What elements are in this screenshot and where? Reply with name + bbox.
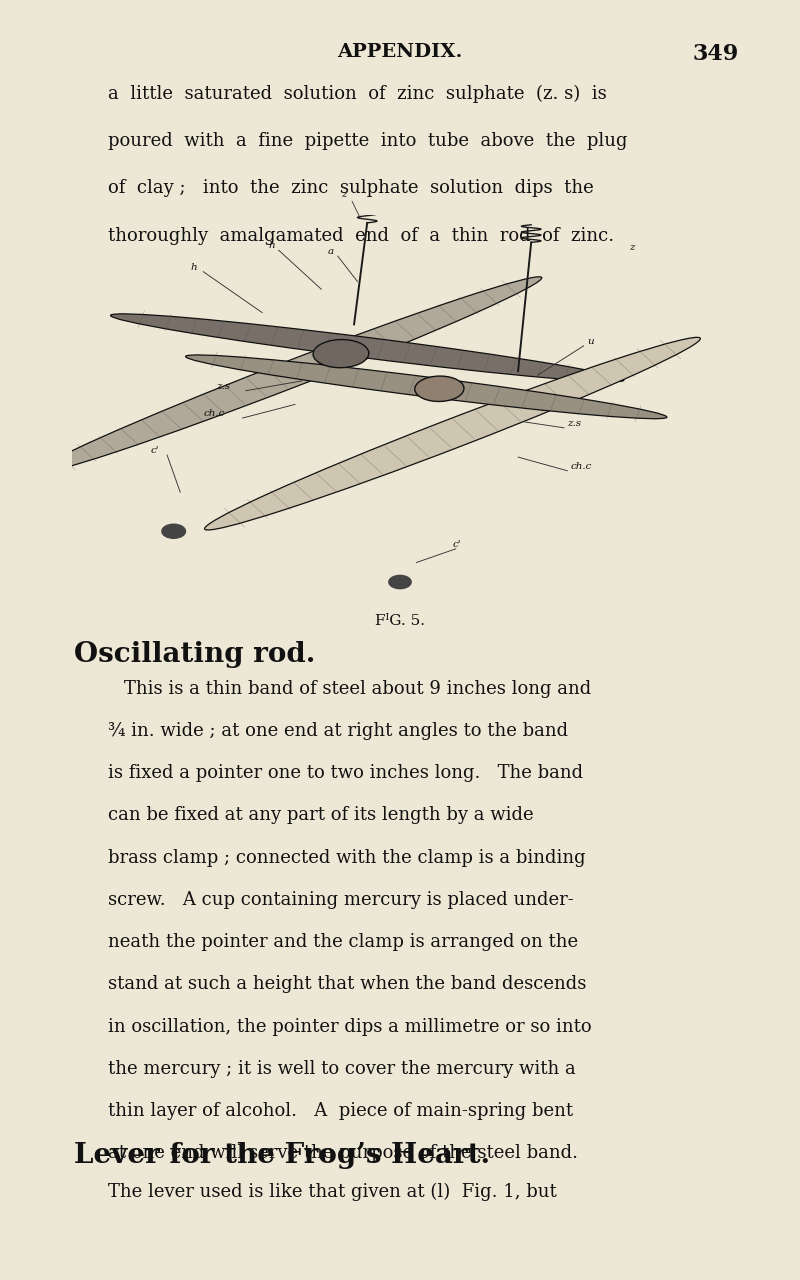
Text: a  little  saturated  solution  of  zinc  sulphate  (z. s)  is: a little saturated solution of zinc sulp… (108, 84, 606, 102)
Ellipse shape (205, 338, 700, 530)
Text: c': c' (453, 540, 461, 549)
Text: at one end will serve the purpose of the steel band.: at one end will serve the purpose of the… (108, 1144, 578, 1162)
Ellipse shape (110, 314, 624, 381)
Text: u: u (587, 337, 594, 346)
Text: the mercury ; it is well to cover the mercury with a: the mercury ; it is well to cover the me… (108, 1060, 576, 1078)
Text: thoroughly  amalgamated  end  of  a  thin  rod  of  zinc.: thoroughly amalgamated end of a thin rod… (108, 227, 614, 244)
Text: z: z (630, 243, 635, 252)
Text: poured  with  a  fine  pipette  into  tube  above  the  plug: poured with a fine pipette into tube abo… (108, 132, 627, 150)
Text: z.s: z.s (567, 419, 582, 428)
Text: c': c' (150, 447, 159, 456)
Text: can be fixed at any part of its length by a wide: can be fixed at any part of its length b… (108, 806, 534, 824)
Text: ch.c: ch.c (203, 410, 225, 419)
Text: z.s: z.s (216, 381, 230, 390)
Text: Oscillating rod.: Oscillating rod. (74, 641, 315, 668)
Text: The lever used is like that given at (l)  Fig. 1, but: The lever used is like that given at (l)… (108, 1183, 557, 1201)
Text: ¾ in. wide ; at one end at right angles to the band: ¾ in. wide ; at one end at right angles … (108, 722, 568, 740)
Text: brass clamp ; connected with the clamp is a binding: brass clamp ; connected with the clamp i… (108, 849, 586, 867)
Text: is fixed a pointer one to two inches long.   The band: is fixed a pointer one to two inches lon… (108, 764, 583, 782)
Ellipse shape (414, 376, 464, 402)
Text: FᴵG. 5.: FᴵG. 5. (375, 614, 425, 628)
Text: Lever for the Frog’s Heart.: Lever for the Frog’s Heart. (74, 1142, 490, 1169)
Circle shape (389, 576, 411, 589)
Text: z: z (341, 191, 346, 200)
Text: h: h (269, 241, 275, 250)
Text: thin layer of alcohol.   A  piece of main-spring bent: thin layer of alcohol. A piece of main-s… (108, 1102, 573, 1120)
Ellipse shape (35, 276, 542, 474)
Circle shape (162, 525, 186, 539)
Text: a: a (328, 247, 334, 256)
Text: of  clay ;   into  the  zinc  sulphate  solution  dips  the: of clay ; into the zinc sulphate solutio… (108, 179, 594, 197)
Text: stand at such a height that when the band descends: stand at such a height that when the ban… (108, 975, 586, 993)
Text: screw.   A cup containing mercury is placed under-: screw. A cup containing mercury is place… (108, 891, 574, 909)
Text: APPENDIX.: APPENDIX. (338, 44, 462, 61)
Ellipse shape (313, 339, 369, 367)
Text: ch.c: ch.c (570, 462, 592, 471)
Text: h: h (190, 262, 197, 271)
Text: This is a thin band of steel about 9 inches long and: This is a thin band of steel about 9 inc… (124, 680, 591, 698)
Ellipse shape (186, 355, 667, 419)
Text: in oscillation, the pointer dips a millimetre or so into: in oscillation, the pointer dips a milli… (108, 1018, 592, 1036)
Text: 349: 349 (693, 44, 739, 65)
Text: neath the pointer and the clamp is arranged on the: neath the pointer and the clamp is arran… (108, 933, 578, 951)
